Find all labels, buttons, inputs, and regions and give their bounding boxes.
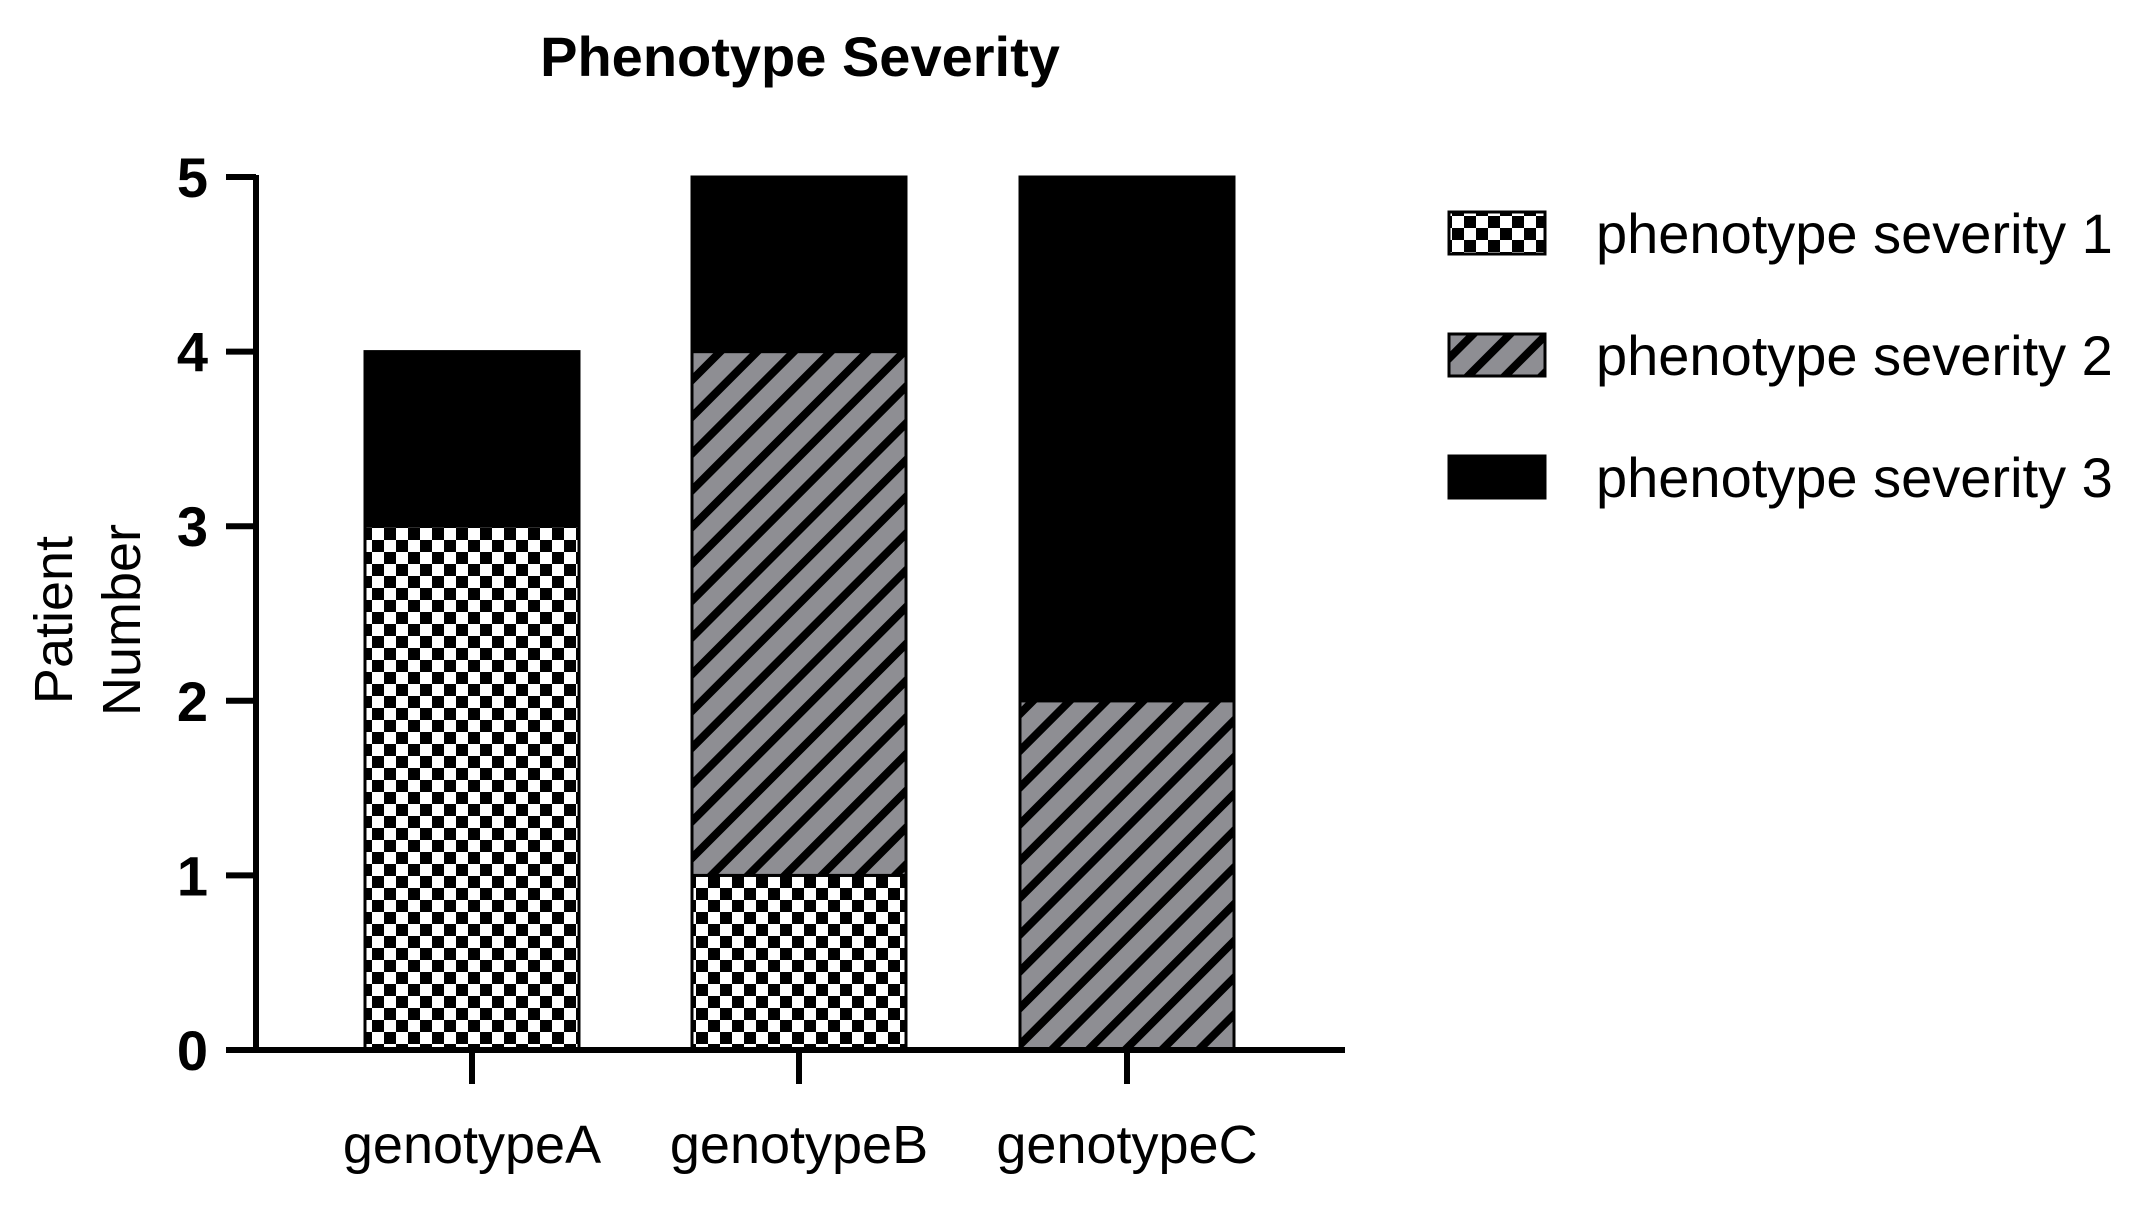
bar-segment-genotypeC-severity-3: [1018, 175, 1236, 703]
legend-swatch-severity-3: [1447, 454, 1547, 500]
legend: phenotype severity 1 phenotype severity 2…: [1447, 202, 2113, 509]
y-tick-label: 2: [177, 670, 208, 733]
x-tick-label-genotypeC: genotypeC: [996, 1115, 1257, 1175]
legend-label-severity-3: phenotype severity 3: [1596, 446, 2113, 509]
axes-layer: 0 1 2 3 4 5 genotypeA genotypeB genotypeC: [177, 146, 1345, 1175]
chart-title: Phenotype Severity: [540, 25, 1060, 88]
y-tick-label: 3: [177, 495, 208, 558]
bar-segment-genotypeB-severity-1: [690, 873, 908, 1052]
bar-segment-genotypeA-severity-3: [363, 350, 581, 528]
bar-segment-genotypeB-severity-2: [690, 350, 908, 877]
y-axis-label-line-1: Patient: [24, 536, 84, 704]
x-tick-label-genotypeB: genotypeB: [670, 1115, 928, 1175]
y-tick-label: 1: [177, 844, 208, 907]
y-tick-label: 0: [177, 1019, 208, 1082]
y-tick-label: 4: [177, 321, 208, 384]
y-axis-label-line-2: Number: [92, 524, 152, 716]
legend-label-severity-1: phenotype severity 1: [1596, 202, 2113, 265]
bar-segment-genotypeA-severity-1: [363, 524, 581, 1052]
bars-layer: [363, 175, 1236, 1052]
bar-segment-genotypeC-severity-2: [1018, 699, 1236, 1052]
y-tick-label: 5: [177, 146, 208, 209]
legend-label-severity-2: phenotype severity 2: [1596, 324, 2113, 387]
x-tick-label-genotypeA: genotypeA: [343, 1115, 601, 1175]
bar-segment-genotypeB-severity-3: [690, 175, 908, 354]
y-axis-label: Patient Number: [24, 524, 152, 716]
legend-swatch-severity-2: [1447, 332, 1547, 378]
legend-swatch-severity-1: [1447, 210, 1547, 256]
